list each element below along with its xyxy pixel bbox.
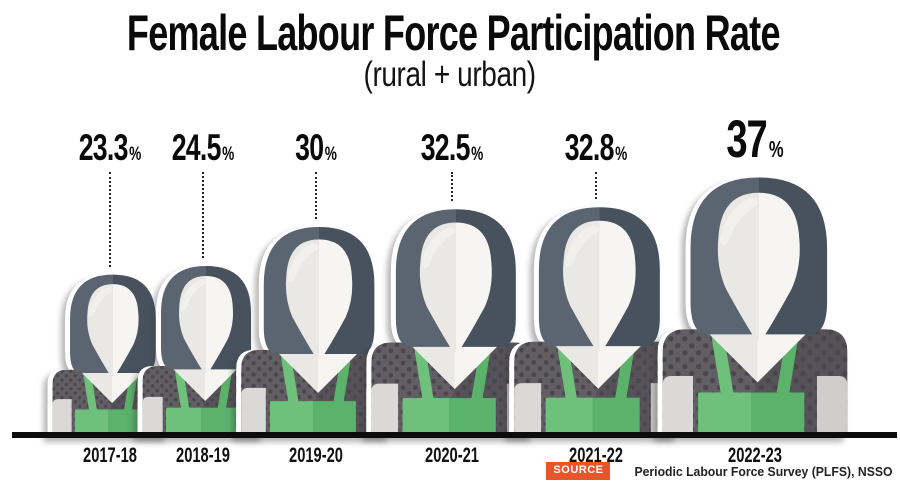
leader-line [202,172,204,258]
baseline-axis [12,432,897,438]
leader-line [315,172,317,219]
source-row: SOURCE Periodic Labour Force Survey (PLF… [546,462,893,480]
leader-line [451,172,453,201]
woman-figure-2018-19 [141,264,266,438]
woman-figure-2019-20 [239,225,393,438]
woman-figure-2022-23 [660,175,850,438]
woman-figure-2020-21 [369,207,536,438]
year-label: 2017-18 [83,444,137,467]
year-label: 2022-23 [728,444,782,467]
value-label: 23.3% [78,127,142,168]
year-label: 2019-20 [289,444,343,467]
leader-line [109,172,111,267]
value-label: 24.5% [171,127,235,168]
value-label: 32.5% [420,127,484,168]
page-subtitle: (rural + urban) [363,55,537,94]
source-text: Periodic Labour Force Survey (PLFS), NSS… [634,463,893,479]
leader-line [595,172,597,199]
woman-figure-2021-22 [512,205,680,438]
year-label: 2020-21 [425,444,479,467]
value-label: 37% [726,110,784,169]
year-label: 2021-22 [569,444,623,467]
page-title: Female Labour Force Participation Rate [126,5,781,61]
year-label: 2018-19 [176,444,230,467]
value-label: 32.8% [564,127,628,168]
source-badge: SOURCE [546,462,611,480]
value-label: 30% [295,127,337,168]
